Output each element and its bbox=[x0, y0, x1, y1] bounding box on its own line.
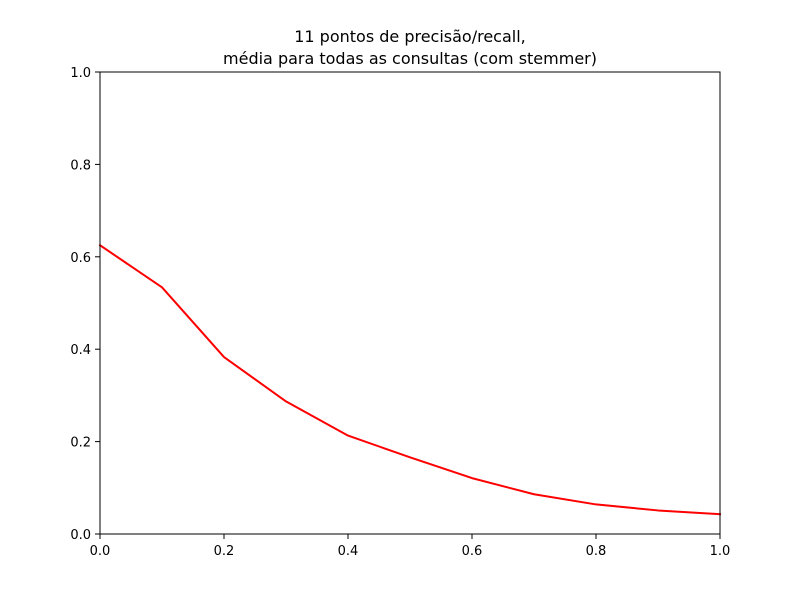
y-tick-label: 0.8 bbox=[70, 158, 91, 173]
chart-title: 11 pontos de precisão/recall, média para… bbox=[223, 27, 597, 68]
x-tick-label: 1.0 bbox=[710, 544, 731, 559]
y-tick-label: 0.4 bbox=[70, 343, 91, 358]
y-tick-label: 0.6 bbox=[70, 251, 91, 266]
x-tick-label: 0.2 bbox=[214, 544, 235, 559]
x-tick-label: 0.8 bbox=[586, 544, 607, 559]
series-line-0 bbox=[98, 243, 722, 516]
chart-title-line-2: média para todas as consultas (com stemm… bbox=[223, 49, 597, 68]
chart-title-line-1: 11 pontos de precisão/recall, bbox=[294, 27, 526, 46]
x-tick-label: 0.0 bbox=[90, 544, 111, 559]
x-tick-label: 0.6 bbox=[462, 544, 483, 559]
y-tick-label: 0.2 bbox=[70, 436, 91, 451]
x-tick-label: 0.4 bbox=[338, 544, 359, 559]
y-tick-label: 1.0 bbox=[70, 66, 91, 81]
y-tick-label: 0.0 bbox=[70, 528, 91, 543]
axes-frame bbox=[99, 71, 721, 535]
plot-area: 0.0 0.2 0.4 0.6 0.8 1.0 0.0 0.2 0.4 0.6 0.8 1.0 bbox=[70, 66, 730, 559]
